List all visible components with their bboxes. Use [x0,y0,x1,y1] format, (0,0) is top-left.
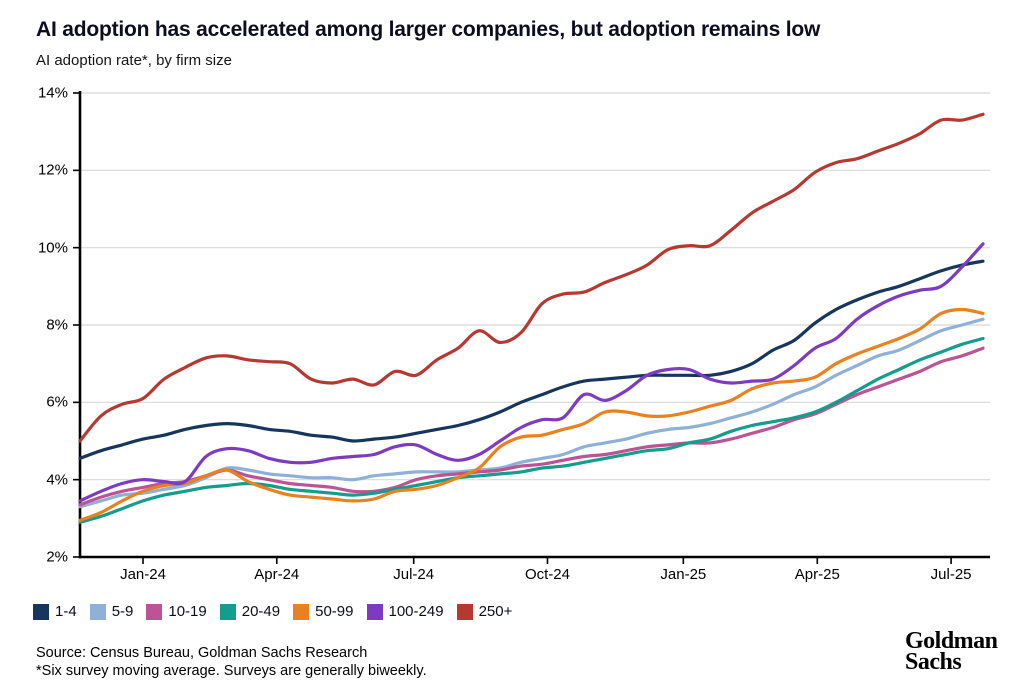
x-axis-label-Jan-24: Jan-24 [120,566,166,583]
x-axis-label-Apr-24: Apr-24 [254,566,300,583]
legend-swatch-250+ [456,603,473,620]
x-axis-label-Oct-24: Oct-24 [524,566,570,583]
chart-legend: 1-4 5-9 10-19 20-49 50-99 100-249 250+ [33,603,512,620]
line-50-99 [78,307,985,522]
line-250+ [78,112,985,443]
logo-line-2: Sachs [905,649,962,675]
y-axis-label-14%: 14% [37,84,68,102]
line-1-4 [78,259,985,460]
line-100-249 [78,242,985,503]
y-axis-label-12%: 12% [37,161,68,179]
legend-swatch-50-99 [293,603,310,620]
legend-label-250+: 250+ [478,603,513,620]
line-20-49 [78,336,985,524]
legend-label-5-9: 5-9 [111,603,134,620]
x-axis-label-Jan-25: Jan-25 [660,566,707,583]
legend-item-100-249: 100-249 [366,603,444,620]
source-text: Source: Census Bureau, Goldman Sachs Res… [36,645,368,661]
line-10-19 [78,346,985,507]
x-axis-label-Apr-25: Apr-25 [794,566,840,583]
legend-swatch-10-19 [146,603,163,620]
legend-label-20-49: 20-49 [241,603,281,620]
legend-item-50-99: 50-99 [293,603,354,620]
logo-line-1: Goldman [905,628,998,654]
legend-label-1-4: 1-4 [55,603,77,620]
legend-swatch-5-9 [89,603,106,620]
legend-item-20-49: 20-49 [219,603,281,620]
legend-swatch-20-49 [219,603,236,620]
legend-swatch-100-249 [366,603,383,620]
legend-swatch-1-4 [33,603,49,620]
legend-label-10-19: 10-19 [168,603,207,620]
y-axis-label-6%: 6% [46,393,68,411]
y-axis-label-2%: 2% [46,548,68,566]
legend-item-250+: 250+ [456,603,513,620]
x-axis-label-Jul-24: Jul-24 [393,566,435,583]
legend-item-5-9: 5-9 [89,603,134,620]
goldman-sachs-logo: Goldman Sachs [905,628,998,675]
chart-subtitle: AI adoption rate*, by firm size [36,52,232,69]
legend-item-10-19: 10-19 [146,603,207,620]
page-title: AI adoption has accelerated among larger… [36,18,821,41]
y-axis-label-4%: 4% [46,471,68,489]
footnote-text: *Six survey moving average. Surveys are … [36,663,427,679]
y-axis-label-10%: 10% [37,239,68,257]
legend-item-1-4: 1-4 [33,603,77,620]
legend-label-100-249: 100-249 [388,603,444,620]
legend-label-50-99: 50-99 [315,603,354,620]
x-axis-label-Jul-25: Jul-25 [930,566,972,583]
y-axis-label-8%: 8% [46,316,68,334]
line-5-9 [78,317,985,509]
